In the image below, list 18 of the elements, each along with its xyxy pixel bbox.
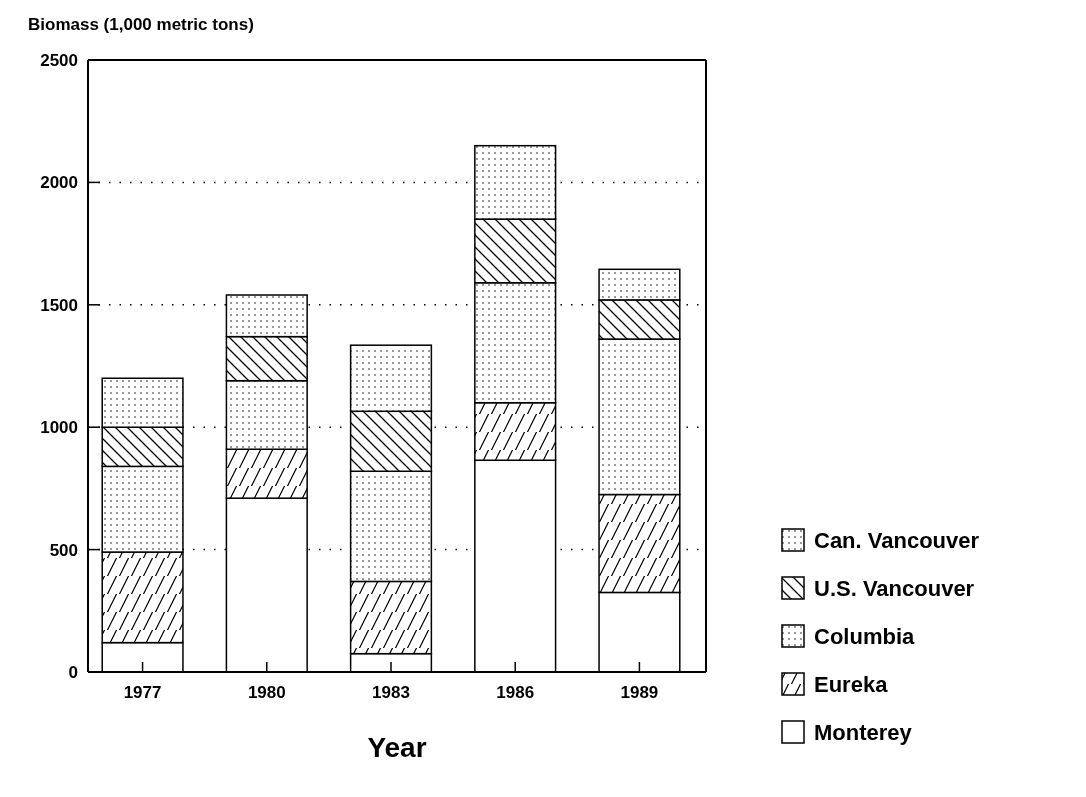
x-axis-title: Year [367,732,427,763]
y-axis-title: Biomass (1,000 metric tons) [28,15,254,34]
legend-label: Eureka [814,671,889,697]
legend-label: U.S. Vancouver [814,575,975,601]
y-tick-label: 1500 [40,295,78,315]
y-tick-label: 0 [68,662,78,682]
legend-label: Can. Vancouver [814,527,980,553]
y-tick-label: 2000 [40,173,78,193]
y-tick-label: 2500 [40,50,78,70]
x-tick-label: 1986 [496,683,535,702]
x-tick-label: 1977 [123,683,162,702]
x-tick-label: 1989 [620,683,659,702]
legend-label: Monterey [814,719,913,745]
x-tick-label: 1980 [247,683,286,702]
y-tick-label: 500 [49,540,78,560]
legend-label: Columbia [814,623,915,649]
x-tick-label: 1983 [372,683,410,702]
y-tick-label: 1000 [40,418,78,438]
